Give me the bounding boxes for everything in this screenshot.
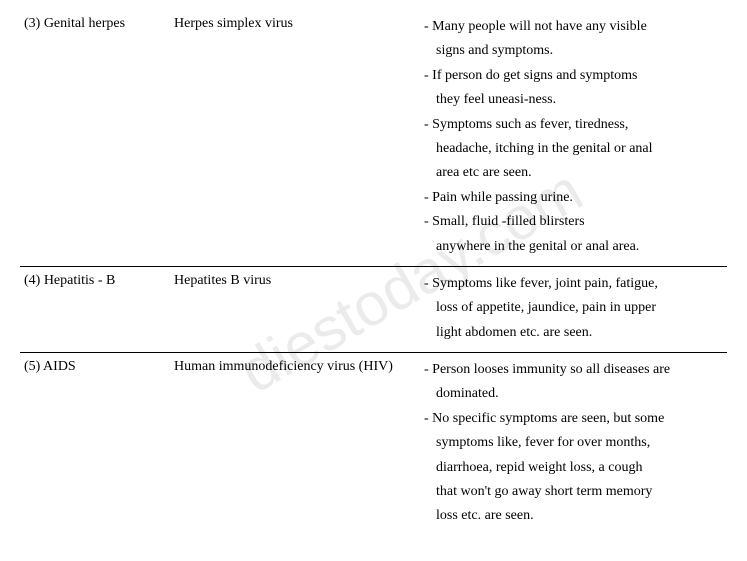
disease-cause: Hepatites B virus: [170, 267, 420, 295]
symptom-line: - Small, fluid -filled blirsters: [424, 211, 723, 233]
symptom-line: light abdomen etc. are seen.: [424, 322, 723, 344]
symptom-line: they feel uneasi-ness.: [424, 89, 723, 111]
table-row: (3) Genital herpesHerpes simplex virus- …: [20, 10, 727, 267]
table-row: (5) AIDSHuman immunodeficiency virus (HI…: [20, 353, 727, 536]
symptom-line: - Symptoms like fever, joint pain, fatig…: [424, 273, 723, 295]
disease-cause: Human immunodeficiency virus (HIV): [170, 353, 420, 381]
disease-name: (5) AIDS: [20, 353, 170, 381]
table-row: (4) Hepatitis - BHepatites B virus- Symp…: [20, 267, 727, 353]
disease-symptoms: - Person looses immunity so all diseases…: [420, 353, 727, 536]
symptom-line: - If person do get signs and symptoms: [424, 65, 723, 87]
symptom-line: anywhere in the genital or anal area.: [424, 236, 723, 258]
symptom-line: - No specific symptoms are seen, but som…: [424, 408, 723, 430]
symptom-line: symptoms like, fever for over months,: [424, 432, 723, 454]
symptom-line: - Symptoms such as fever, tiredness,: [424, 114, 723, 136]
symptom-line: signs and symptoms.: [424, 40, 723, 62]
disease-table: (3) Genital herpesHerpes simplex virus- …: [20, 10, 727, 536]
symptom-line: area etc are seen.: [424, 162, 723, 184]
symptom-line: - Person looses immunity so all diseases…: [424, 359, 723, 381]
disease-symptoms: - Many people will not have any visibles…: [420, 10, 727, 266]
symptom-line: diarrhoea, repid weight loss, a cough: [424, 457, 723, 479]
disease-cause: Herpes simplex virus: [170, 10, 420, 38]
disease-name: (3) Genital herpes: [20, 10, 170, 38]
symptom-line: that won't go away short term memory: [424, 481, 723, 503]
symptom-line: - Many people will not have any visible: [424, 16, 723, 38]
disease-name: (4) Hepatitis - B: [20, 267, 170, 295]
symptom-line: - Pain while passing urine.: [424, 187, 723, 209]
symptom-line: loss of appetite, jaundice, pain in uppe…: [424, 297, 723, 319]
symptom-line: headache, itching in the genital or anal: [424, 138, 723, 160]
symptom-line: dominated.: [424, 383, 723, 405]
disease-symptoms: - Symptoms like fever, joint pain, fatig…: [420, 267, 727, 352]
symptom-line: loss etc. are seen.: [424, 505, 723, 527]
